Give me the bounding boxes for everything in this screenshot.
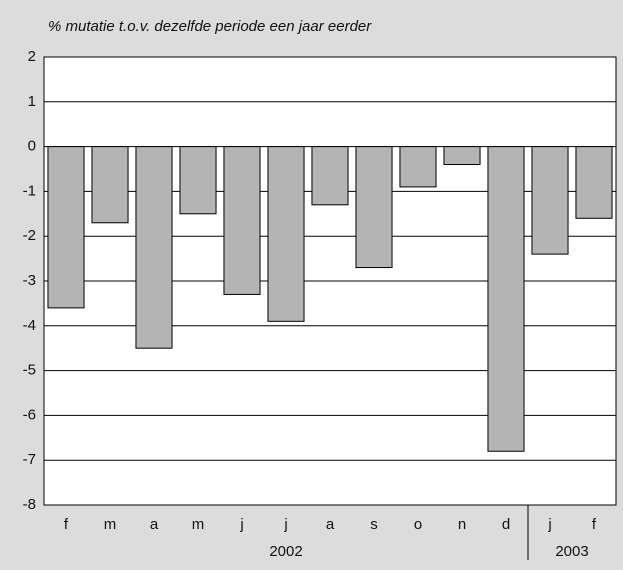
- x-tick-label: s: [370, 516, 378, 533]
- bar: [91, 146, 129, 224]
- y-tick-label: -3: [23, 272, 36, 289]
- bar: [487, 146, 525, 452]
- y-tick-label: 1: [28, 93, 36, 110]
- bar: [135, 146, 173, 349]
- y-tick-label: -7: [23, 451, 36, 468]
- y-tick-label: -4: [23, 317, 36, 334]
- x-tick-label: m: [192, 516, 205, 533]
- y-tick-label: 0: [28, 138, 36, 155]
- x-tick-label: a: [326, 516, 335, 533]
- x-tick-label: j: [283, 516, 287, 533]
- y-tick-label: -6: [23, 406, 36, 423]
- bar: [179, 146, 217, 215]
- bar: [531, 146, 569, 255]
- x-tick-label: d: [502, 516, 510, 533]
- y-tick-label: -1: [23, 182, 36, 199]
- chart-subtitle: % mutatie t.o.v. dezelfde periode een ja…: [48, 18, 372, 35]
- y-tick-label: -5: [23, 362, 36, 379]
- bar: [223, 146, 261, 295]
- bar: [311, 146, 349, 206]
- y-tick-label: -8: [23, 496, 36, 513]
- x-tick-label: n: [458, 516, 466, 533]
- x-tick-label: a: [150, 516, 159, 533]
- bar: [399, 146, 437, 188]
- bar: [575, 146, 613, 219]
- x-tick-label: o: [414, 516, 422, 533]
- bar: [355, 146, 393, 269]
- bar: [267, 146, 305, 322]
- bar: [47, 146, 85, 309]
- x-tick-label: f: [64, 516, 69, 533]
- bar: [443, 146, 481, 166]
- x-tick-label: m: [104, 516, 117, 533]
- group-label: 2003: [555, 543, 588, 560]
- y-tick-label: 2: [28, 48, 36, 65]
- x-tick-label: f: [592, 516, 597, 533]
- x-tick-label: j: [239, 516, 243, 533]
- group-label: 2002: [269, 543, 302, 560]
- y-tick-label: -2: [23, 227, 36, 244]
- x-tick-label: j: [547, 516, 551, 533]
